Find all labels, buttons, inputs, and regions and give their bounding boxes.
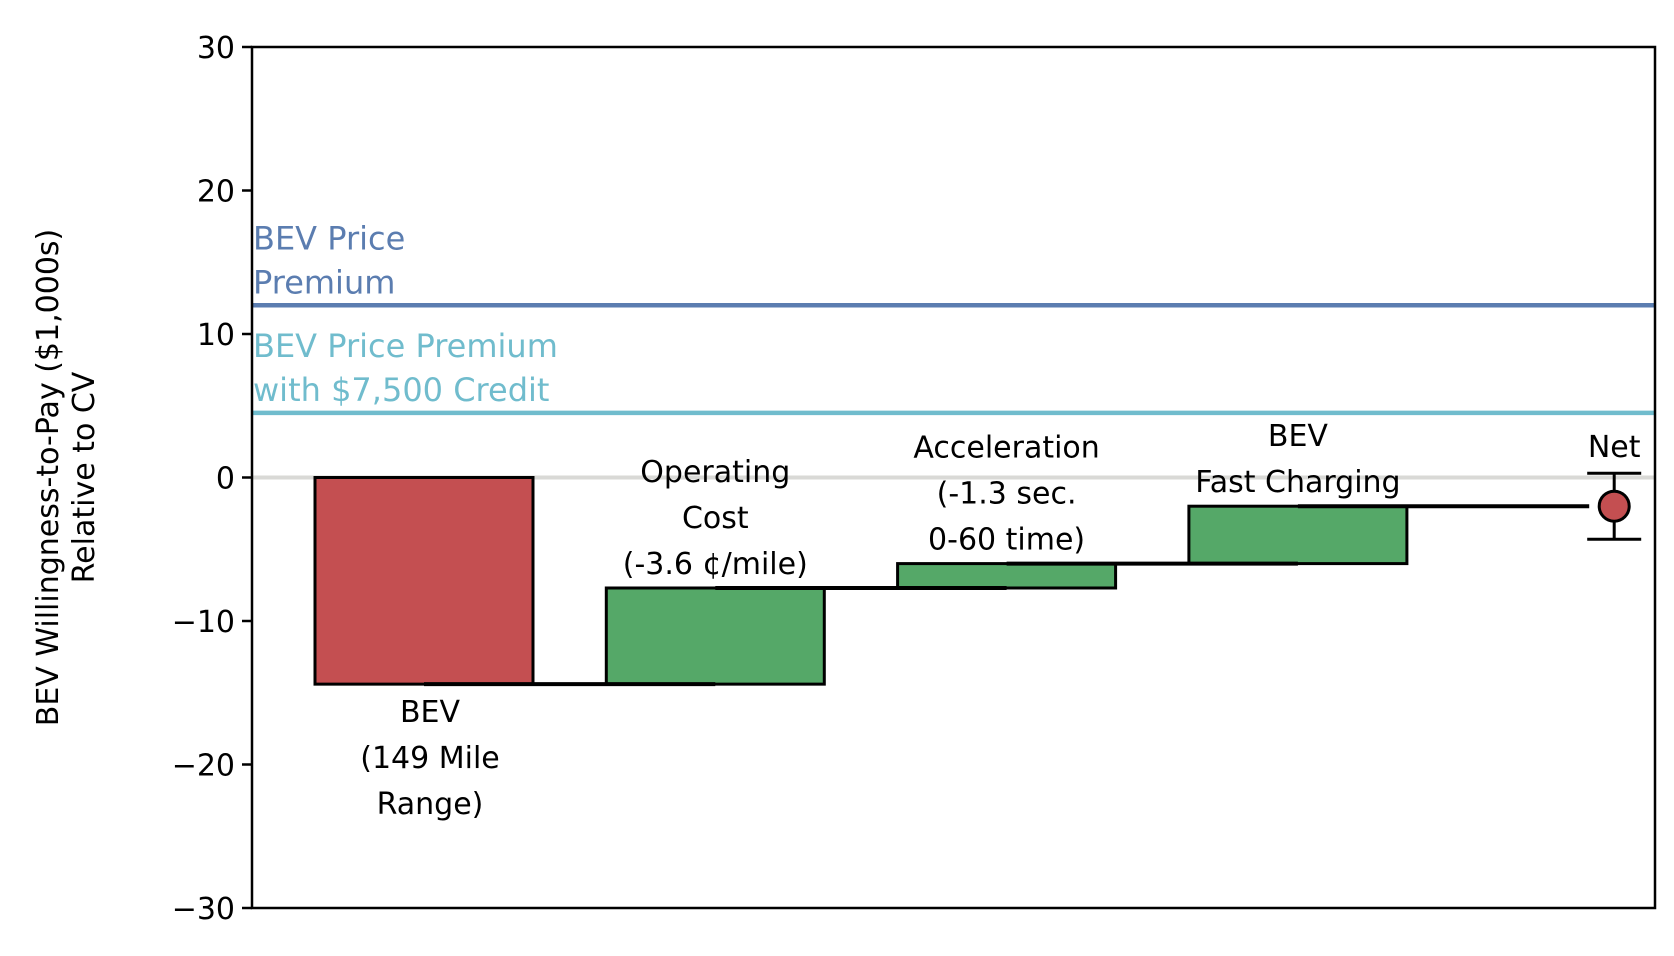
- connectors: [424, 504, 1590, 687]
- y-tick-label-7: −30: [172, 892, 235, 927]
- bar-label-1: BEV (149 Mile Range): [360, 695, 500, 822]
- bar-4: [1187, 504, 1409, 566]
- y-axis-title: BEV Willingness-to-Pay ($1,000s)Relative…: [31, 229, 102, 726]
- y-tick-label-6: −20: [172, 749, 235, 784]
- reference-line-label-1: BEV Price Premium: [253, 219, 405, 301]
- y-tick-label-2: 20: [197, 175, 235, 210]
- y-tick-label-5: −10: [172, 605, 235, 640]
- bar-1: [313, 476, 535, 686]
- bar-3: [896, 562, 1118, 590]
- net-marker: [1587, 471, 1642, 541]
- bar-label-2: Operating Cost (-3.6 ¢/mile): [623, 455, 808, 582]
- reference-lines: BEV Price Premium BEV Price Premium with $7…: [252, 219, 1655, 416]
- y-tick-label-1: 30: [197, 31, 235, 66]
- y-axis-label: BEV Willingness-to-Pay ($1,000s)Relative…: [31, 229, 102, 726]
- bar-2: [604, 586, 826, 686]
- bars: [313, 476, 1409, 686]
- axes: 30 20 10 0 −10 −20 −30: [172, 31, 1657, 927]
- y-tick-label-3: 10: [197, 318, 235, 353]
- bar-label-4: BEV Fast Charging: [1195, 419, 1400, 500]
- net-point: [1597, 489, 1631, 523]
- reference-line-label-2: BEV Price Premium with $7,500 Credit: [253, 327, 558, 409]
- net-label: Net: [1588, 430, 1641, 465]
- y-tick-label-4: 0: [216, 462, 235, 497]
- bar-label-3: Acceleration (-1.3 sec. 0-60 time): [913, 431, 1099, 558]
- bar-labels: BEV (149 Mile Range) Operating Cost (-3.6 ¢/m…: [360, 419, 1641, 822]
